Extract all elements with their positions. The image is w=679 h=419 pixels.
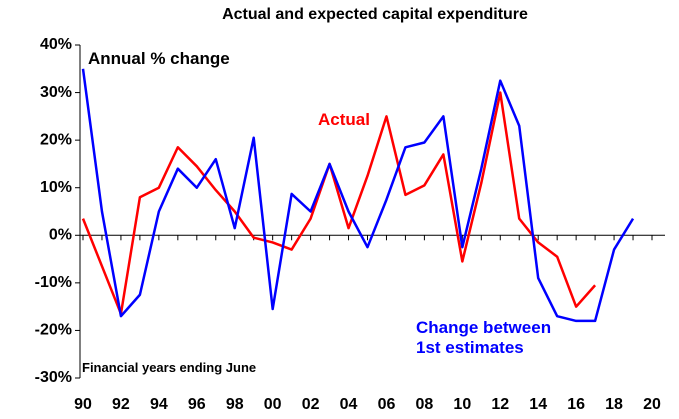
y-tick-label: 0% <box>49 227 72 244</box>
y-tick-label: 40% <box>40 36 72 53</box>
x-tick-label: 20 <box>643 396 661 413</box>
x-tick-label: 92 <box>112 396 130 413</box>
x-tick-label: 00 <box>264 396 282 413</box>
note: Financial years ending June <box>82 360 257 375</box>
x-tick-label: 98 <box>226 396 244 413</box>
series-line <box>81 68 635 323</box>
x-tick-label: 96 <box>188 396 206 413</box>
x-tick-label: 94 <box>150 396 168 413</box>
y-tick-label: 10% <box>40 179 72 196</box>
series-label: Actual <box>318 110 370 130</box>
series-line <box>81 91 597 316</box>
y-tick-label: 20% <box>40 131 72 148</box>
x-tick-label: 18 <box>605 396 623 413</box>
chart-title: Actual and expected capital expenditure <box>222 6 528 23</box>
x-tick-label: 10 <box>453 396 471 413</box>
y-tick-label: -10% <box>35 274 72 291</box>
y-tick-label: 30% <box>40 84 72 101</box>
y-tick-label: -30% <box>35 369 72 386</box>
x-tick-label: 14 <box>529 396 547 413</box>
x-tick-label: 04 <box>340 396 358 413</box>
subtitle: Annual % change <box>88 49 230 69</box>
x-tick-label: 06 <box>378 396 396 413</box>
y-tick-label: -20% <box>35 322 72 339</box>
series-label: Change between 1st estimates <box>416 318 556 358</box>
x-tick-label: 90 <box>74 396 92 413</box>
x-tick-label: 12 <box>491 396 509 413</box>
x-tick-label: 02 <box>302 396 320 413</box>
x-tick-label: 08 <box>416 396 434 413</box>
x-tick-label: 16 <box>567 396 585 413</box>
